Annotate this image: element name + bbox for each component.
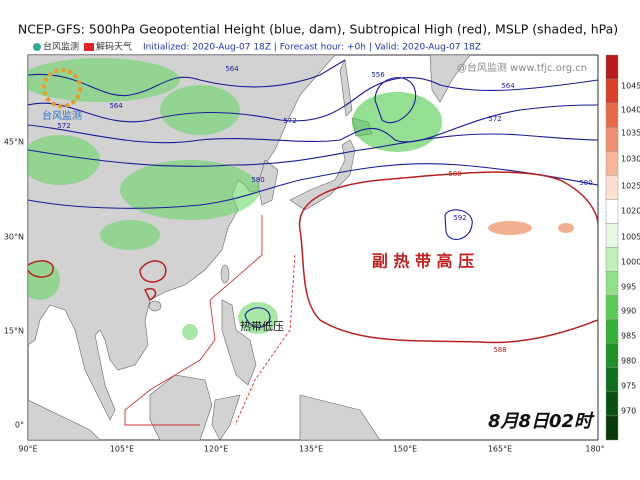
colorbar-segment <box>605 367 619 393</box>
colorbar-label: 985 <box>621 332 636 341</box>
map <box>27 54 599 441</box>
height-contours <box>28 59 598 328</box>
contour-label: 564 <box>501 82 515 90</box>
colorbar-segment <box>605 199 619 224</box>
longitude-label: 90°E <box>18 445 37 454</box>
badge-text: 台风监测 <box>42 109 82 122</box>
colorbar-label: 980 <box>621 357 636 366</box>
colorbar-segment <box>605 319 619 344</box>
tropical-depression-label: 热带低压 <box>240 320 284 333</box>
time-label: 8月8日02时 <box>488 411 595 432</box>
latitude-label: 0° <box>15 421 24 430</box>
colorbar-label: 990 <box>621 307 636 316</box>
colorbar-label: 975 <box>621 382 636 391</box>
longitude-label: 165°E <box>488 445 512 454</box>
contour-label: 572 <box>57 122 70 130</box>
contour-label: 588 <box>448 170 461 178</box>
contour-label: 572 <box>283 117 296 125</box>
logo-icon <box>84 43 94 51</box>
colorbar-label: 1035 <box>621 129 640 138</box>
latitude-label: 30°N <box>4 233 24 242</box>
colorbar-label: 1000 <box>621 258 640 267</box>
contour-label: 564 <box>109 102 123 110</box>
subtropical-high-label: 副 热 带 高 压 <box>372 252 474 271</box>
colorbar-segment <box>605 391 619 417</box>
longitude-label: 180° <box>585 445 604 454</box>
latitude-label: 45°N <box>4 138 24 147</box>
colorbar-segment <box>605 78 619 104</box>
contour-label: 588 <box>493 346 506 354</box>
subtitle: Initialized: 2020-Aug-07 18Z | Forecast … <box>143 43 481 53</box>
boundary-lines <box>124 215 296 426</box>
colorbar-segment <box>605 295 619 320</box>
colorbar-segment <box>605 175 619 200</box>
latitude-label: 15°N <box>4 327 24 336</box>
colorbar-label: 1030 <box>621 155 640 164</box>
colorbar-segment <box>605 343 619 369</box>
colorbar-segment <box>605 102 619 128</box>
colorbar: 1045 1040 1035 1030 1025 1020 1005 1000 995 990 98… <box>605 54 640 441</box>
colorbar-label: 970 <box>621 407 636 416</box>
colorbar-label: 1020 <box>621 207 640 216</box>
colorbar-segment <box>605 223 619 248</box>
contour-label: 564 <box>225 65 239 73</box>
subtropical-high <box>28 171 598 344</box>
contour-label: 592 <box>453 214 466 222</box>
longitude-label: 120°E <box>204 445 228 454</box>
colorbar-segment <box>605 247 619 272</box>
title: NCEP-GFS: 500hPa Geopotential Height (bl… <box>18 22 618 37</box>
logo-text: 解码天气 <box>96 41 132 53</box>
colorbar-label: 1045 <box>621 82 640 91</box>
colorbar-label: 995 <box>621 283 636 292</box>
contour-label: 580 <box>251 176 264 184</box>
colorbar-label: 1005 <box>621 233 640 242</box>
longitude-label: 150°E <box>393 445 417 454</box>
colorbar-segment <box>605 271 619 296</box>
colorbar-label: 1025 <box>621 182 640 191</box>
logo-icon <box>33 43 41 51</box>
longitude-label: 105°E <box>110 445 134 454</box>
colorbar-segment <box>605 415 619 441</box>
watermark: @台风监测 www.tfjc.org.cn <box>457 61 587 74</box>
longitude-label: 135°E <box>299 445 323 454</box>
colorbar-segment <box>605 151 619 176</box>
contour-label: 572 <box>488 115 501 123</box>
mslp-shading <box>28 58 442 340</box>
colorbar-segment <box>605 54 619 80</box>
contour-label: 580 <box>579 179 592 187</box>
high-shading <box>488 221 574 235</box>
logo-text: 台风监测 <box>43 41 79 53</box>
colorbar-label: 1040 <box>621 106 640 115</box>
contour-label: 556 <box>371 71 385 79</box>
colorbar-segment <box>605 126 619 152</box>
badge-icon <box>42 68 82 108</box>
